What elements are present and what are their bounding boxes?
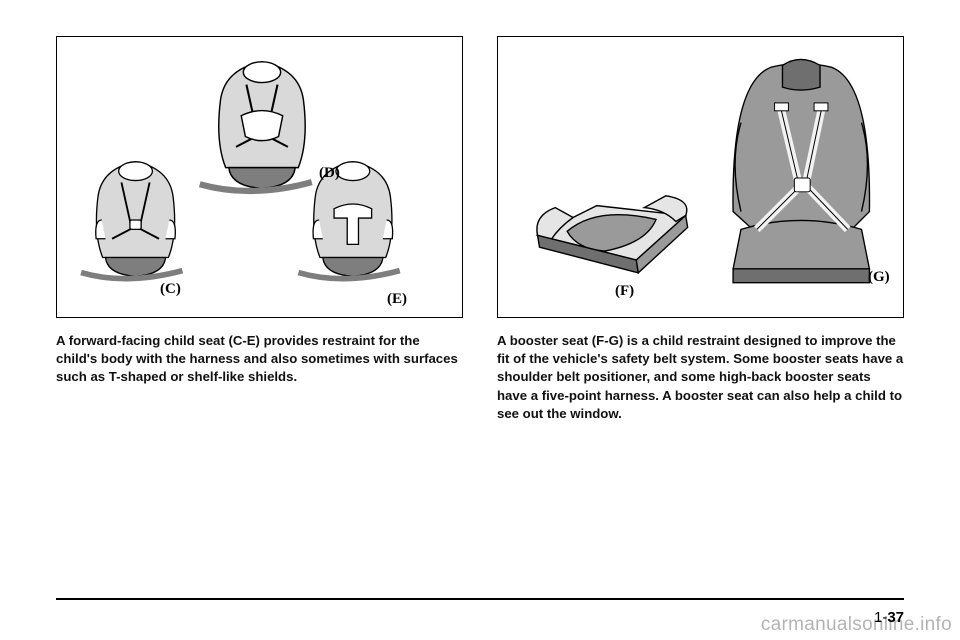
watermark: carmanualsonline.info [761,614,952,636]
caption-right: A booster seat (F-G) is a child restrain… [497,332,904,423]
label-e: (E) [387,291,407,308]
booster-illustration [498,37,903,317]
two-column-layout: (C) (D) (E) A forward-facing child seat … [56,36,904,423]
label-c: (C) [160,281,181,298]
forward-facing-illustration [57,37,462,317]
figure-forward-facing-seats: (C) (D) (E) [56,36,463,318]
figure-booster-seats: (F) (G) [497,36,904,318]
manual-page: (C) (D) (E) A forward-facing child seat … [0,0,960,640]
left-column: (C) (D) (E) A forward-facing child seat … [56,36,463,423]
footer-rule [56,598,904,600]
label-g: (G) [868,269,890,286]
label-f: (F) [615,283,634,300]
caption-left: A forward-facing child seat (C-E) provid… [56,332,463,387]
label-d: (D) [319,165,340,182]
right-column: (F) (G) A booster seat (F-G) is a child … [497,36,904,423]
